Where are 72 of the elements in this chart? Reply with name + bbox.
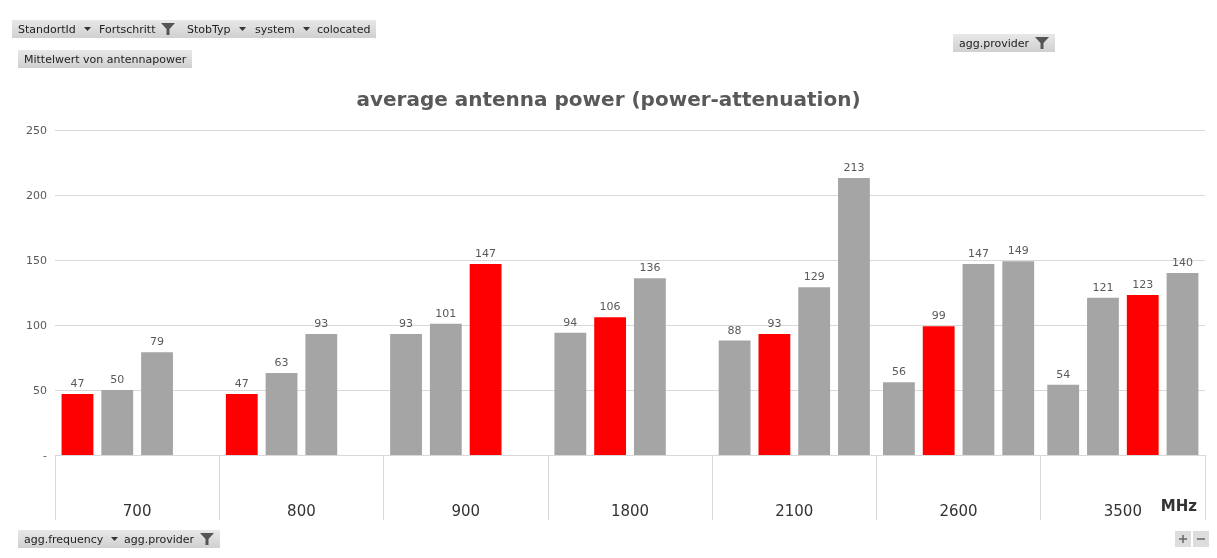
y-tick-label: 100 xyxy=(26,318,47,332)
text: Fortschritt xyxy=(99,22,156,36)
data-label: 147 xyxy=(475,246,497,260)
data-label: 140 xyxy=(1172,256,1194,269)
data-label: 63 xyxy=(274,356,289,370)
text: agg.frequency xyxy=(24,532,104,546)
data-label: 99 xyxy=(931,309,946,323)
data-label: 121 xyxy=(1092,280,1114,294)
bar xyxy=(633,278,666,455)
text: agg.provider xyxy=(959,36,1030,50)
bar xyxy=(1126,295,1159,455)
bar xyxy=(390,334,422,455)
bar xyxy=(798,287,831,455)
data-label: 149 xyxy=(1007,244,1029,258)
bar xyxy=(101,390,134,455)
bar xyxy=(1002,261,1035,455)
bar xyxy=(225,393,258,455)
text: agg.provider xyxy=(124,532,195,546)
data-label: 56 xyxy=(891,365,906,379)
data-label: 101 xyxy=(435,306,457,320)
bar xyxy=(554,332,587,455)
data-label: 213 xyxy=(843,161,865,175)
data-label: 106 xyxy=(599,300,621,314)
y-tick-label: - xyxy=(43,448,48,462)
bar xyxy=(1047,384,1080,455)
x-tick-label: 3500 xyxy=(1103,501,1142,520)
bar xyxy=(1087,297,1119,455)
text: StobTyp xyxy=(187,22,231,36)
y-tick-label: 200 xyxy=(26,188,47,202)
bar xyxy=(305,334,338,455)
bar xyxy=(962,263,995,455)
data-label: 47 xyxy=(70,376,85,390)
bar xyxy=(922,326,955,455)
data-label: 129 xyxy=(803,270,825,284)
bar xyxy=(265,373,298,455)
x-tick-label: 800 xyxy=(287,501,316,520)
bar xyxy=(594,317,627,455)
data-label: 94 xyxy=(563,315,578,329)
bar xyxy=(429,323,462,455)
data-label: 93 xyxy=(399,317,414,331)
bar xyxy=(718,340,751,455)
data-label: 88 xyxy=(727,323,742,337)
x-tick-label: 700 xyxy=(122,501,152,520)
x-tick-label: 2100 xyxy=(775,501,814,520)
text: system xyxy=(255,22,295,36)
bar xyxy=(61,393,94,455)
data-label: 54 xyxy=(1056,367,1071,381)
y-tick-label: 250 xyxy=(26,123,47,137)
data-label: 147 xyxy=(967,246,989,260)
data-label: 47 xyxy=(234,376,249,390)
data-label: 123 xyxy=(1132,278,1154,292)
bar xyxy=(469,263,502,455)
data-label: 136 xyxy=(639,261,661,275)
text: colocated xyxy=(317,22,371,36)
x-tick-label: 2600 xyxy=(939,501,978,520)
chart-title: average antenna power (power-attenuation) xyxy=(356,87,861,111)
x-tick-label: 1800 xyxy=(610,501,650,520)
x-axis-title: MHz xyxy=(1160,496,1198,515)
text: StandortId xyxy=(18,22,76,36)
text: Mittelwert von antennapower xyxy=(24,52,187,66)
y-tick-label: 50 xyxy=(33,383,47,397)
data-label: 79 xyxy=(150,335,165,349)
bar xyxy=(883,382,915,455)
x-tick-label: 900 xyxy=(451,501,481,520)
data-label: 93 xyxy=(767,317,782,331)
y-tick-label: 150 xyxy=(26,253,47,267)
bar xyxy=(1166,273,1199,455)
bar xyxy=(141,352,173,455)
data-label: 50 xyxy=(110,373,125,386)
data-label: 93 xyxy=(314,317,329,331)
bar xyxy=(838,178,870,455)
bar xyxy=(758,334,791,455)
